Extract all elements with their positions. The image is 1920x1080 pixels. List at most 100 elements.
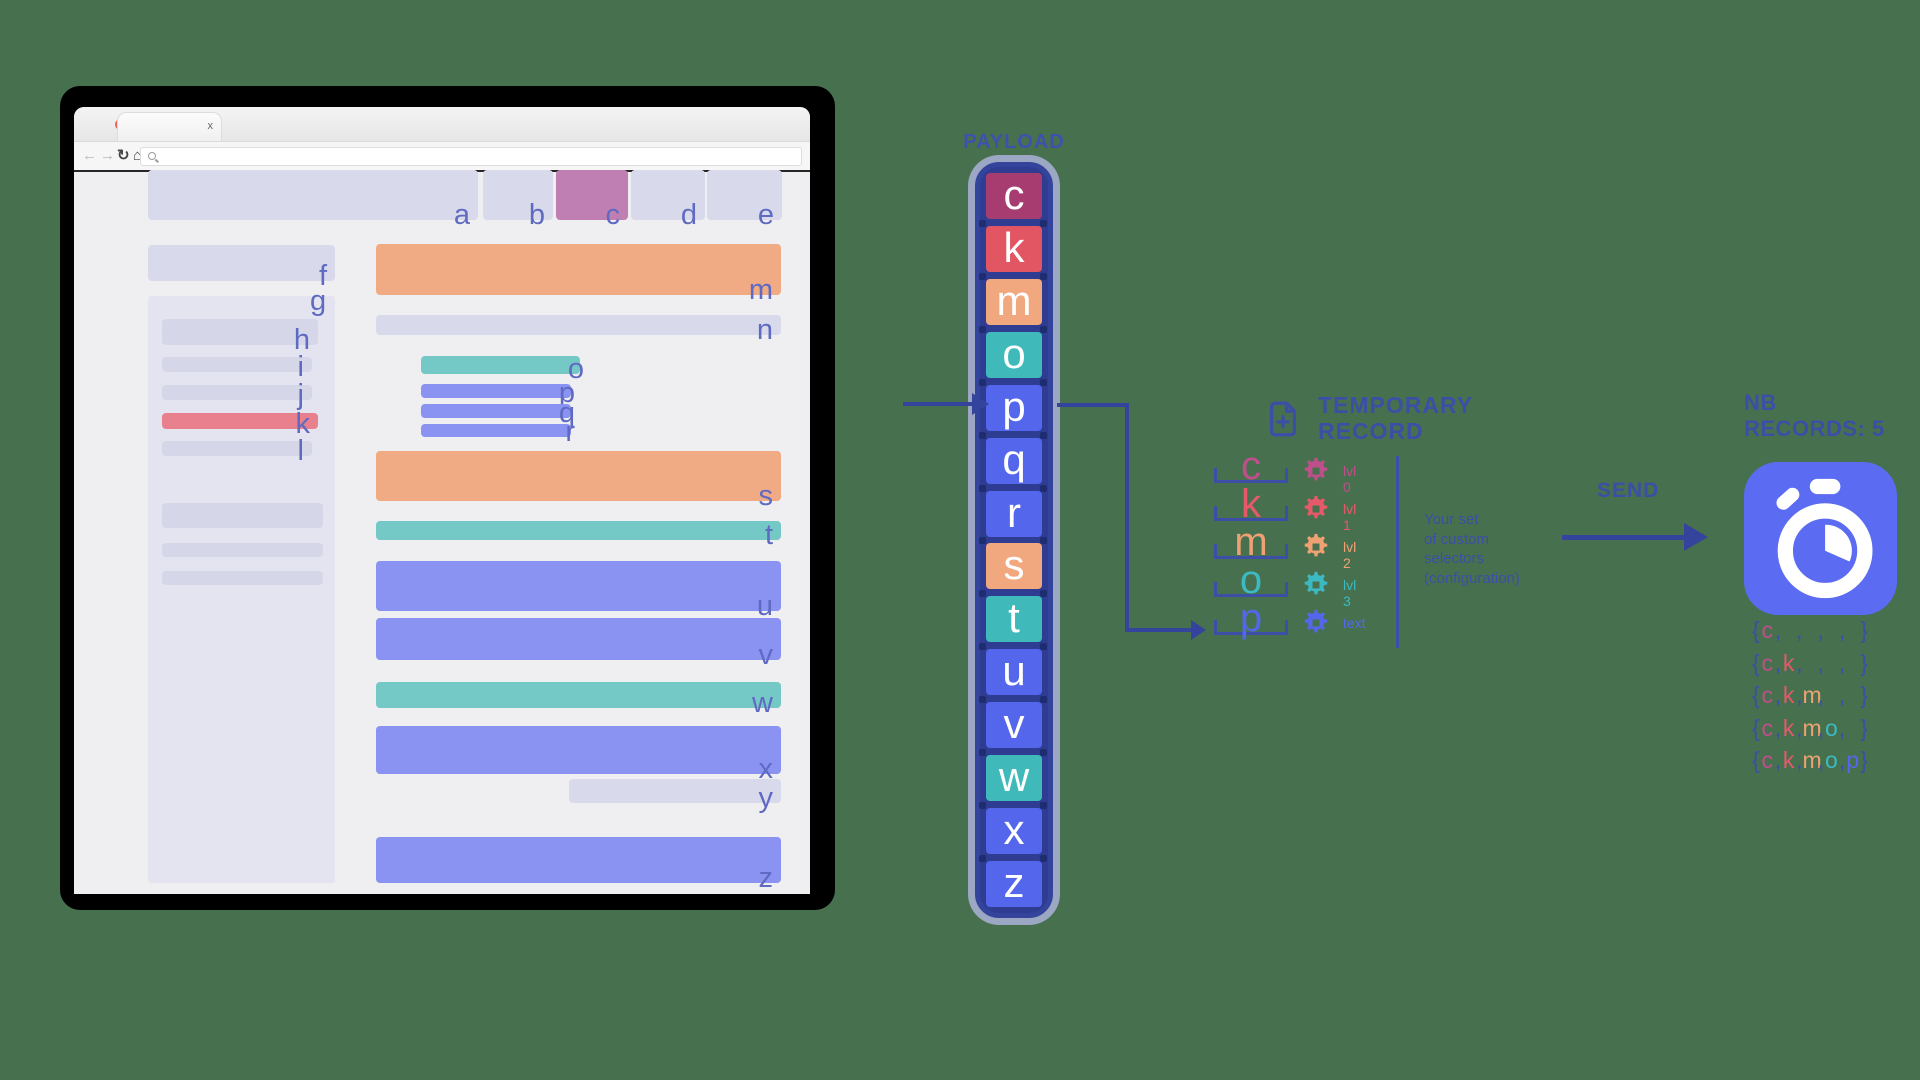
payload-cell-r: r (986, 490, 1042, 537)
home-icon[interactable]: ⌂ (133, 147, 143, 164)
strip-notch-l (979, 432, 986, 439)
record-slot-bracket-m: m (1214, 522, 1288, 562)
record-slot-letter-o: o (1239, 558, 1263, 602)
strip-notch-r (1040, 326, 1047, 333)
search-icon (148, 152, 156, 160)
wireframe-bar-e: e (707, 170, 782, 230)
payload-title: PAYLOAD (963, 131, 1065, 153)
bar-letter-n: n (756, 314, 773, 346)
temporary-record-title: TEMPORARY RECORD (1318, 392, 1473, 444)
back-icon[interactable]: ← (82, 147, 97, 164)
wireframe-bar (162, 543, 323, 557)
payload-cell-s: s (986, 543, 1042, 590)
selector-level-label: text (1343, 615, 1366, 631)
bar-letter-j: j (297, 379, 304, 411)
strip-notch-l (979, 855, 986, 862)
nb-records-title: NB RECORDS: 5 (1744, 390, 1885, 442)
wireframe-bar-p: p (421, 379, 575, 408)
wireframe-bar-o: o (421, 355, 584, 384)
bar-letter-y: y (758, 782, 774, 814)
payload-cell-k: k (986, 225, 1042, 272)
strip-notch-l (979, 749, 986, 756)
bar-letter-b: b (528, 199, 545, 231)
wireframe-bar-l: l (162, 437, 312, 466)
refresh-icon[interactable]: ↻ (117, 147, 130, 164)
forward-icon[interactable]: → (100, 147, 115, 164)
browser-tab[interactable]: x (117, 112, 222, 141)
record-set-row-4: {c,k,m,o, } (1752, 714, 1868, 741)
strip-notch-r (1040, 273, 1047, 280)
wireframe-bar-w: w (376, 682, 781, 718)
strip-notch-r (1040, 379, 1047, 386)
strip-notch-l (979, 802, 986, 809)
selector-level-label: lvl 3 (1343, 577, 1357, 609)
payload-cell-w: w (986, 755, 1042, 802)
strip-notch-r (1040, 802, 1047, 809)
browser-toolbar: ← → ↻ ⌂ (74, 141, 810, 170)
bar-letter-r: r (565, 416, 575, 448)
payload-input-arrow-line (903, 402, 973, 406)
record-set-row-2: {c,k, , , } (1752, 649, 1868, 676)
record-slot-bracket-o: o (1214, 560, 1288, 600)
bar-letter-o: o (567, 353, 584, 385)
payload-to-record-arrow-head (1191, 620, 1206, 640)
payload-cell-v: v (986, 702, 1042, 749)
selector-gear-icon-m (1301, 532, 1331, 567)
bar-letter-s: s (758, 480, 774, 512)
bar-letter-g: g (310, 285, 327, 317)
wireframe-bar-v: v (376, 618, 781, 670)
bar-letter-k: k (295, 408, 311, 440)
wireframe-bar-y: y (569, 779, 781, 813)
note-line: selectors (1424, 550, 1485, 567)
wireframe-bar-m: m (376, 244, 781, 305)
strip-notch-r (1040, 537, 1047, 544)
wireframe-bar-b: b (483, 170, 553, 230)
record-slot-letter-p: p (1239, 596, 1263, 640)
record-slot-bracket-k: k (1214, 484, 1288, 524)
address-bar-input[interactable] (140, 147, 802, 166)
strip-notch-l (979, 273, 986, 280)
wireframe-bar-s: s (376, 451, 781, 511)
wireframe-bar-q: q (421, 399, 575, 428)
wireframe-bar-i: i (162, 353, 312, 382)
bar-letter-c: c (605, 199, 621, 231)
payload-to-record-connector-h2 (1125, 628, 1193, 632)
bar-letter-p: p (558, 377, 575, 409)
send-label: SEND (1597, 479, 1660, 502)
payload-cell-c: c (986, 173, 1042, 219)
stopwatch-icon (1776, 478, 1873, 599)
strip-notch-r (1040, 432, 1047, 439)
record-set-row-5: {c,k,m,o,p} (1752, 747, 1868, 773)
bar-letter-a: a (453, 199, 470, 231)
wireframe-bar-j: j (162, 381, 312, 410)
temporary-record-title-line1: TEMPORARY (1318, 392, 1474, 418)
payload-to-record-connector-v (1125, 403, 1129, 630)
tab-close-icon[interactable]: x (207, 120, 214, 132)
strip-notch-l (979, 326, 986, 333)
wireframe-bar-t: t (376, 521, 781, 550)
strip-notch-l (979, 220, 986, 227)
bar-letter-i: i (297, 351, 304, 383)
strip-notch-l (979, 643, 986, 650)
bar-letter-l: l (297, 435, 304, 467)
wireframe-bar (162, 503, 323, 528)
selector-gear-icon-o (1301, 570, 1331, 605)
wireframe-bar-a: a (148, 170, 478, 230)
record-set-row-3: {c,k,m, , } (1752, 682, 1868, 708)
bar-letter-f: f (318, 260, 327, 292)
record-slot-bracket-c: c (1214, 446, 1288, 486)
wireframe-bar-z: z (376, 837, 781, 893)
payload-to-record-connector-h1 (1057, 403, 1127, 407)
temporary-record-title-line2: RECORD (1318, 418, 1424, 444)
wireframe-bar (162, 571, 323, 585)
bar-letter-m: m (748, 274, 773, 306)
custom-selectors-note: Your set of custom selectors (configurat… (1424, 510, 1520, 588)
bar-letter-u: u (756, 590, 773, 622)
bar-letter-d: d (680, 199, 697, 231)
send-arrow-line (1562, 535, 1686, 540)
note-line: Your set (1424, 511, 1479, 528)
selector-level-label: lvl 2 (1343, 539, 1357, 571)
selector-gear-icon-c (1301, 456, 1331, 491)
